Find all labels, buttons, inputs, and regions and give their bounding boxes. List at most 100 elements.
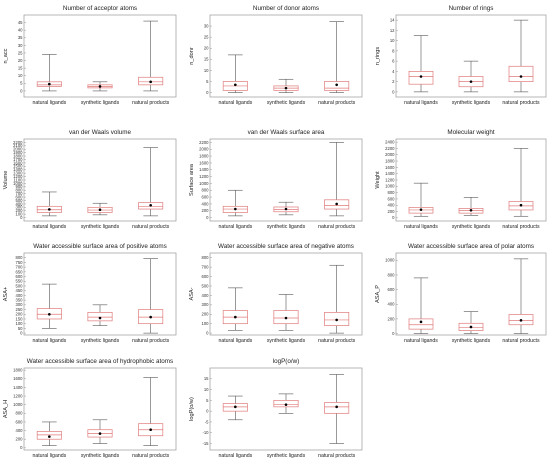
y-tick-label: 35 [18, 35, 23, 40]
y-tick-label: 1600 [385, 165, 395, 170]
x-category-label: natural products [502, 100, 540, 106]
y-tick-label: 0 [20, 445, 23, 450]
chart-svg: Number of acceptor atoms n_acc 0 5 10 15 20 25 3… [3, 5, 177, 106]
y-tick-label: 500 [202, 283, 210, 288]
y-tick-label: 5 [206, 398, 209, 403]
x-category-label: natural ligands [32, 224, 66, 230]
y-tick-label: -15 [202, 441, 209, 446]
chart-svg: Water accessible surface area of hydroph… [3, 358, 177, 459]
x-category-label: natural products [132, 453, 170, 459]
chart-panel: van der Waals surface area Surface area 0 2… [186, 124, 366, 232]
y-tick-label: 800 [388, 272, 396, 277]
chart-title: Water accessible surface area of negativ… [218, 243, 354, 250]
y-tick-label: 200 [202, 208, 210, 213]
y-tick-label: 0 [392, 89, 395, 94]
y-tick-label: 0 [206, 215, 209, 220]
y-axis-label: Volume [3, 171, 9, 190]
y-tick-label: 2400 [385, 140, 395, 145]
y-axis-label: logP(o/w) [189, 397, 195, 421]
y-tick-label: 600 [16, 194, 24, 199]
y-tick-label: 10 [18, 73, 23, 78]
box-group [222, 189, 248, 217]
y-tick-label: 2000 [199, 147, 209, 152]
x-category-label: synthetic ligands [81, 453, 120, 459]
y-tick-label: 600 [16, 419, 24, 424]
chart-title: van der Waals volume [69, 129, 132, 136]
box-group [324, 21, 350, 93]
y-tick-label: 2000 [13, 147, 23, 152]
chart-svg: Number of rings n_rings 0 2 4 6 8 10 12 14 natural… [375, 5, 547, 106]
x-category-label: natural ligands [218, 338, 252, 344]
x-category-label: natural products [318, 224, 356, 230]
y-tick-label: 1800 [385, 158, 395, 163]
box-group [36, 191, 62, 217]
box-mean [519, 319, 523, 322]
x-category-label: synthetic ligands [452, 224, 491, 230]
box-mean [149, 80, 152, 84]
y-tick-label: 300 [16, 205, 24, 210]
box-mean [234, 405, 237, 409]
box-group [458, 197, 484, 216]
x-category-label: natural products [132, 338, 170, 344]
chart-title: Number of donor atoms [253, 5, 319, 12]
y-tick-label: 300 [16, 302, 24, 307]
y-tick-label: 1000 [385, 258, 395, 263]
x-category-label: synthetic ligands [267, 453, 306, 459]
y-axis-label: ASA+ [3, 287, 9, 301]
x-category-label: natural ligands [218, 100, 252, 106]
box-mean [149, 315, 152, 319]
plot-frame [209, 367, 363, 451]
y-tick-label: 0 [20, 215, 23, 220]
y-tick-label: 400 [16, 293, 24, 298]
box-mean [98, 432, 102, 435]
chart-panel: Water accessible surface area of polar a… [372, 238, 550, 346]
y-tick-label: 400 [16, 201, 24, 206]
y-tick-label: 750 [16, 260, 24, 265]
y-tick-label: 1200 [13, 393, 23, 398]
y-tick-label: 400 [202, 201, 210, 206]
y-tick-label: 900 [16, 184, 24, 189]
x-category-label: synthetic ligands [81, 338, 120, 344]
chart-svg: Water accessible surface area of positiv… [3, 243, 177, 344]
y-tick-label: 2100 [13, 143, 23, 148]
chart-svg: Water accessible surface area of negativ… [189, 243, 363, 344]
y-tick-label: 20 [204, 46, 209, 51]
box-iqr [87, 312, 113, 322]
y-tick-label: 1800 [13, 153, 23, 158]
y-tick-label: 0 [392, 215, 395, 220]
y-tick-label: 10 [204, 387, 209, 392]
y-tick-label: 800 [202, 188, 210, 193]
y-tick-label: 600 [202, 274, 210, 279]
box-mean [419, 320, 423, 324]
y-tick-label: 800 [202, 255, 210, 260]
y-tick-label: 45 [18, 20, 23, 25]
y-tick-label: 700 [16, 191, 24, 196]
chart-svg: van der Waals volume Volume 01002003004005… [3, 129, 177, 230]
y-tick-label: 1500 [13, 164, 23, 169]
y-tick-label: 0 [206, 90, 209, 95]
y-tick-label: 550 [16, 279, 24, 284]
box-group [87, 202, 113, 216]
y-tick-label: 15 [204, 57, 209, 62]
x-category-label: natural ligands [32, 453, 66, 459]
box-mean [469, 80, 473, 83]
y-tick-label: 0 [20, 331, 23, 336]
x-category-label: natural ligands [32, 338, 66, 344]
box-mean [234, 83, 237, 87]
y-tick-label: 1300 [13, 171, 23, 176]
y-tick-label: 100 [202, 321, 210, 326]
box-mean [284, 207, 288, 211]
y-tick-label: 800 [16, 188, 24, 193]
y-tick-label: 700 [202, 265, 210, 270]
y-tick-label: 100 [16, 212, 24, 217]
box-mean [149, 203, 152, 207]
chart-panel: Water accessible surface area of negativ… [186, 238, 366, 346]
plot-frame [209, 14, 363, 98]
box-mean [284, 403, 288, 406]
x-category-label: natural ligands [404, 224, 438, 230]
y-tick-label: 350 [16, 298, 24, 303]
y-tick-label: 1100 [13, 177, 23, 182]
y-tick-label: 10 [390, 38, 395, 43]
y-tick-label: 5 [206, 79, 209, 84]
